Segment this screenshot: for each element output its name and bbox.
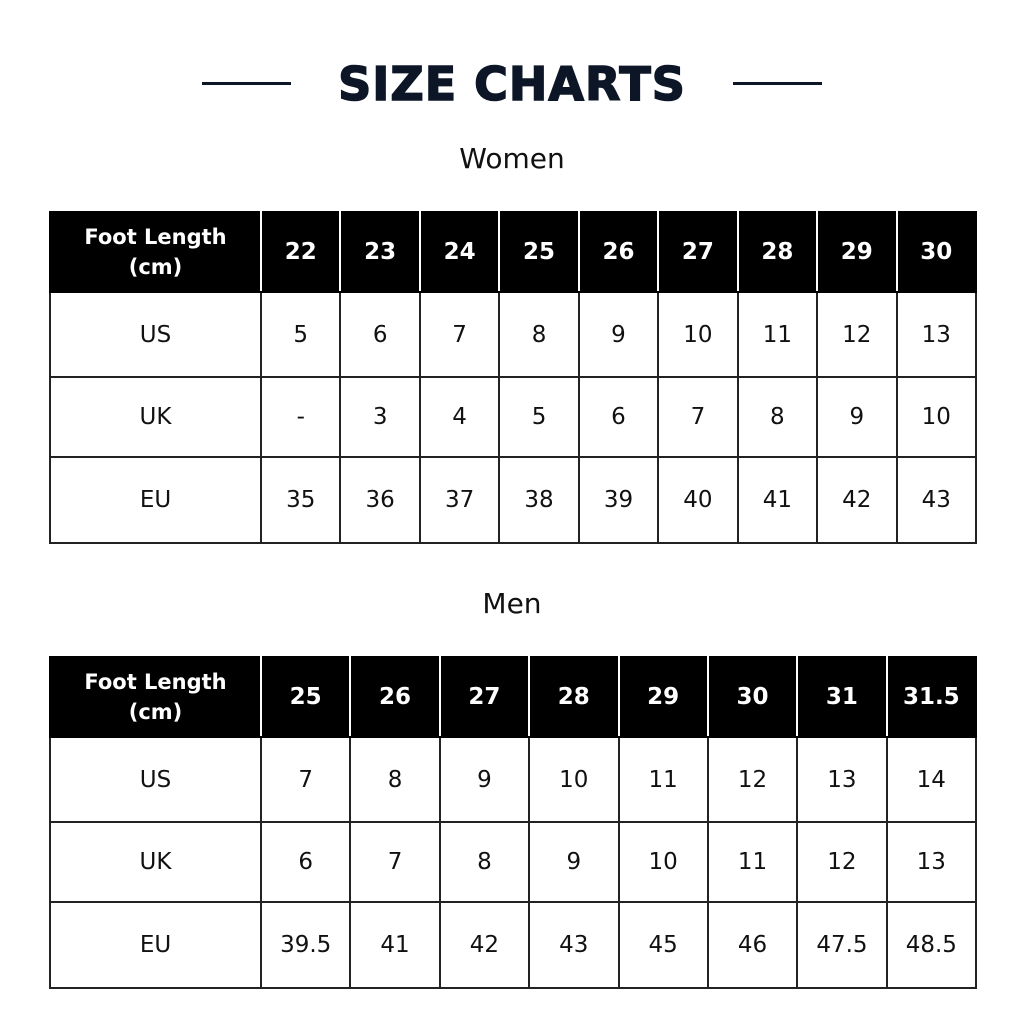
size-cell: 5	[498, 376, 580, 458]
foot-length-cm: 24	[418, 211, 501, 293]
size-cell: 9	[438, 736, 531, 823]
table-row: EU 39.5 41 42 43 45 46 47.5 48.5	[49, 901, 978, 989]
size-cell: 6	[577, 376, 660, 458]
foot-length-cm: 23	[339, 211, 421, 293]
foot-length-header: Foot Length (cm)	[49, 656, 262, 738]
size-cell: 13	[885, 821, 978, 903]
size-cell: 12	[706, 736, 799, 823]
foot-length-cm: 30	[706, 656, 799, 738]
size-system-label: US	[49, 736, 262, 823]
table-header-row: Foot Length (cm) 22 23 24 25 26 27 28 29 30	[49, 211, 977, 293]
size-cell: 8	[736, 376, 819, 458]
foot-length-header: Foot Length (cm)	[49, 211, 262, 293]
size-cell: 37	[418, 456, 501, 544]
foot-length-cm: 29	[816, 211, 898, 293]
foot-length-cm: 25	[259, 656, 352, 738]
table-header-row: Foot Length (cm) 25 26 27 28 29 30 31 31.5	[49, 656, 978, 738]
size-cell: 4	[418, 376, 501, 458]
title-rule-left	[202, 82, 291, 85]
foot-length-cm: 25	[498, 211, 580, 293]
table-row: UK -3 4 5 6 7 8 9 10	[49, 376, 977, 458]
header: SIZE CHARTS	[0, 52, 1024, 116]
foot-length-cm: 28	[528, 656, 620, 738]
size-cell: 7	[259, 736, 352, 823]
foot-length-cm: 26	[577, 211, 660, 293]
size-cell: 10	[895, 376, 977, 458]
size-cell: 13	[796, 736, 888, 823]
size-cell: 10	[657, 291, 739, 378]
size-cell: 9	[816, 376, 898, 458]
section-title-men: Men	[482, 587, 542, 620]
size-cell: 35	[259, 456, 342, 544]
size-system-label: US	[49, 291, 262, 378]
women-size-table: Foot Length (cm) 22 23 24 25 26 27 28 29 30 US 5 6 7 8…	[49, 211, 977, 544]
size-cell: 43	[528, 901, 620, 989]
size-cell: 6	[259, 821, 352, 903]
foot-length-cm: 26	[349, 656, 441, 738]
size-cell: 8	[498, 291, 580, 378]
table-row: EU 35 36 37 38 39 40 41 42 43	[49, 456, 977, 544]
size-system-label: UK	[49, 821, 262, 903]
table-row: US 7 8 9 10 11 12 13 14	[49, 736, 978, 823]
men-size-table: Foot Length (cm) 25 26 27 28 29 30 31 31.5 US 7 8 9 1…	[49, 656, 978, 989]
foot-length-cm: 31	[796, 656, 888, 738]
size-cell: 41	[349, 901, 441, 989]
size-cell: 6	[339, 291, 421, 378]
size-cell: 7	[657, 376, 739, 458]
size-system-label: EU	[49, 901, 262, 989]
size-cell: 36	[339, 456, 421, 544]
size-cell: 8	[349, 736, 441, 823]
size-cell: 9	[528, 821, 620, 903]
size-cell: 11	[617, 736, 709, 823]
table-row: US 5 6 7 8 9 10 11 12 13	[49, 291, 977, 378]
size-cell: 7	[418, 291, 501, 378]
size-cell: 13	[895, 291, 977, 378]
foot-length-cm: 31.5	[885, 656, 978, 738]
size-cell: 3	[339, 376, 421, 458]
size-cell: 43	[895, 456, 977, 544]
size-cell: 39.5	[259, 901, 352, 989]
foot-length-cm: 28	[736, 211, 819, 293]
foot-length-cm: 27	[657, 211, 739, 293]
size-cell: 7	[349, 821, 441, 903]
size-system-label: UK	[49, 376, 262, 458]
foot-length-cm: 30	[895, 211, 977, 293]
size-cell: 5	[259, 291, 342, 378]
size-cell: 12	[796, 821, 888, 903]
size-cell: 38	[498, 456, 580, 544]
table-row: UK 6 7 8 9 10 11 12 13	[49, 821, 978, 903]
foot-length-cm: 27	[438, 656, 531, 738]
size-cell: 11	[706, 821, 799, 903]
size-cell: 40	[657, 456, 739, 544]
size-cell: 10	[617, 821, 709, 903]
size-cell: 9	[577, 291, 660, 378]
size-cell: 11	[736, 291, 819, 378]
title-rule-right	[733, 82, 822, 85]
size-cell: 48.5	[885, 901, 978, 989]
size-cell: 10	[528, 736, 620, 823]
size-cell: 42	[816, 456, 898, 544]
foot-length-cm: 22	[259, 211, 342, 293]
size-cell: 46	[706, 901, 799, 989]
size-cell: 12	[816, 291, 898, 378]
size-system-label: EU	[49, 456, 262, 544]
foot-length-cm: 29	[617, 656, 709, 738]
page-title: SIZE CHARTS	[337, 56, 686, 112]
size-cell: 45	[617, 901, 709, 989]
size-cell: 39	[577, 456, 660, 544]
size-cell: 14	[885, 736, 978, 823]
size-cell: 41	[736, 456, 819, 544]
section-title-women: Women	[459, 142, 565, 175]
size-cell: 8	[438, 821, 531, 903]
size-cell: -	[259, 376, 342, 458]
size-cell: 42	[438, 901, 531, 989]
size-cell: 47.5	[796, 901, 888, 989]
